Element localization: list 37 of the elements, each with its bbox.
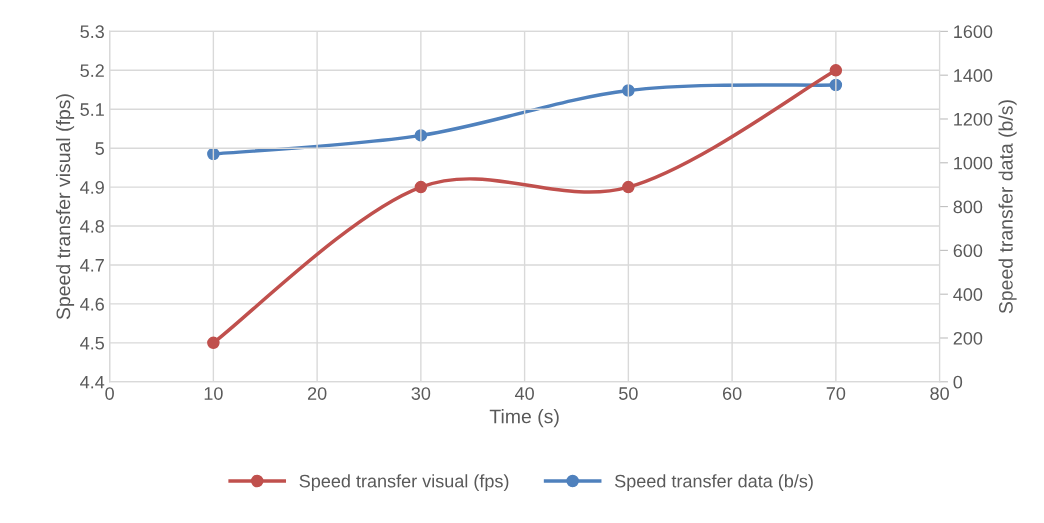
x-tick-label: 10 [204,387,223,400]
y-tick-label: 5.3 [80,25,104,39]
y-tick-label: 4.6 [80,297,104,311]
y-tick-label: 4.9 [80,181,104,194]
y2-tick-label: 600 [953,244,983,258]
y2-tick-label: 1600 [954,25,993,39]
x-tick-label: 60 [722,387,742,400]
point [622,180,635,194]
y2-tick-label: 200 [953,331,983,345]
y-tick-label: 4.5 [80,336,104,350]
point [829,64,843,77]
x-tick-label: 0 [105,387,114,400]
legend-label: Speed transfer data (b/s) [615,474,813,492]
point [414,180,428,194]
y2-tick-label: 400 [953,288,983,301]
y2-tick-label: 1200 [954,112,993,126]
legend-label: Speed transfer visual (fps) [299,474,509,492]
y2-axis-title: Speed transfer data (b/s) [998,100,1017,314]
x-tick-label: 70 [826,387,846,400]
x-tick-label: 40 [514,387,534,400]
y-tick-label: 4.7 [80,259,104,272]
x-tick-label: 20 [307,387,327,400]
y2-tick-label: 0 [953,375,963,389]
x-tick-label: 30 [411,387,431,400]
y2-tick-label: 800 [953,200,983,214]
y2-tick-label: 1000 [954,156,993,170]
y-tick-label: 5.2 [80,64,104,78]
y-axis-title: Speed transfer visual (fps) [55,94,75,320]
x-tick-label: 80 [930,387,949,400]
x-tick-label: 50 [619,387,638,400]
y-tick-label: 5 [95,142,104,155]
y-tick-label: 5.1 [80,103,104,116]
y2-tick-label: 1400 [954,69,993,82]
x-axis-title: Time (s) [489,409,559,428]
y-tick-label: 4.8 [80,219,104,233]
y-tick-label: 4.4 [80,375,105,389]
point [207,336,220,350]
